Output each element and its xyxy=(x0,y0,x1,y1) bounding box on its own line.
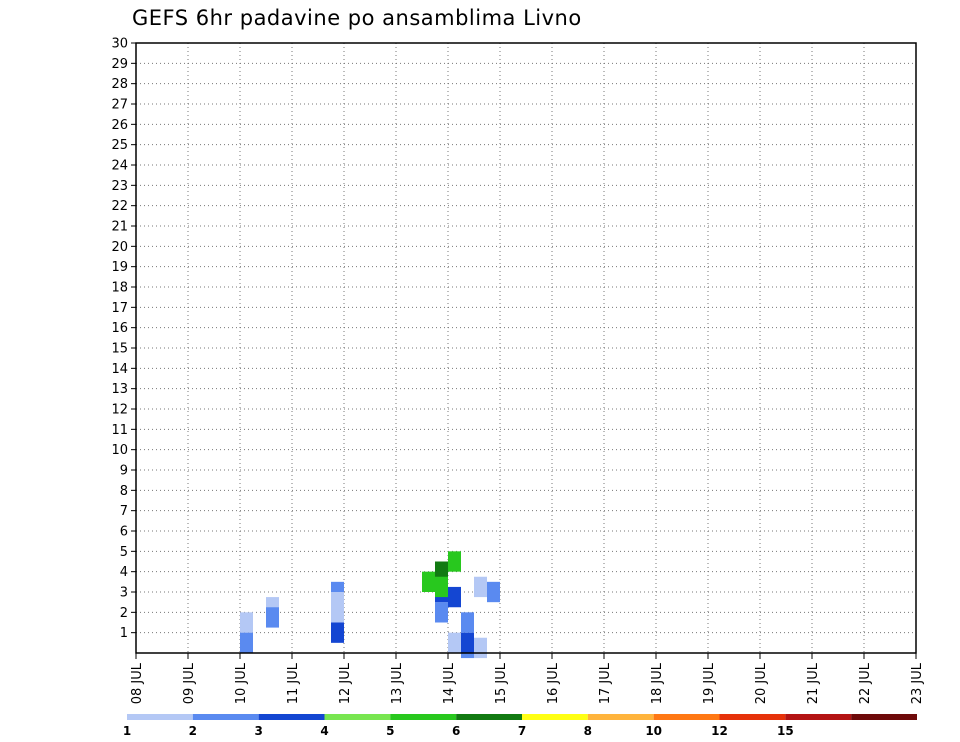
y-tick-label: 21 xyxy=(111,220,128,235)
y-tick-label: 6 xyxy=(120,525,128,540)
legend-label: 4 xyxy=(320,724,328,738)
legend-label: 1 xyxy=(123,724,131,738)
heatmap-cell xyxy=(461,632,474,653)
legend-swatch xyxy=(587,714,654,720)
legend-label: 2 xyxy=(189,724,197,738)
x-tick-label: 22 JUL xyxy=(858,662,873,704)
y-tick-label: 16 xyxy=(111,321,128,336)
legend-label: 12 xyxy=(711,724,728,738)
y-tick-label: 13 xyxy=(111,382,128,397)
legend-swatch xyxy=(522,714,588,720)
legend-label: 3 xyxy=(254,724,262,738)
y-tick-label: 14 xyxy=(111,362,128,377)
y-tick-label: 20 xyxy=(111,240,128,255)
y-tick-label: 22 xyxy=(111,199,128,214)
legend-label: 10 xyxy=(645,724,662,738)
chart-title: GEFS 6hr padavine po ansamblima Livno xyxy=(132,6,582,30)
x-tick-label: 15 JUL xyxy=(494,662,509,704)
x-tick-label: 17 JUL xyxy=(598,662,613,704)
y-tick-label: 19 xyxy=(111,260,128,275)
y-tick-label: 28 xyxy=(111,77,128,92)
x-tick-label: 12 JUL xyxy=(338,662,353,704)
heatmap-cell xyxy=(448,551,461,572)
heatmap-cell xyxy=(240,612,253,633)
heatmap-cell xyxy=(331,622,344,643)
legend-label: 7 xyxy=(518,724,526,738)
y-tick-label: 12 xyxy=(111,403,128,418)
heatmap-cell xyxy=(448,632,461,653)
legend-label: 6 xyxy=(452,724,460,738)
y-tick-label: 23 xyxy=(111,179,128,194)
y-tick-label: 7 xyxy=(120,504,128,519)
x-tick-label: 11 JUL xyxy=(286,662,301,704)
y-tick-label: 29 xyxy=(111,57,128,72)
y-tick-label: 3 xyxy=(120,586,128,601)
heatmap-cell xyxy=(448,586,461,608)
legend-swatch xyxy=(456,714,522,720)
y-tick-label: 10 xyxy=(111,443,128,458)
heatmap-cell xyxy=(474,576,487,598)
x-tick-label: 09 JUL xyxy=(182,662,197,704)
heatmap-cell xyxy=(422,571,435,592)
legend-swatch xyxy=(851,714,917,720)
x-tick-label: 08 JUL xyxy=(130,662,145,704)
x-tick-label: 13 JUL xyxy=(390,662,405,704)
legend-swatch xyxy=(390,714,457,720)
y-tick-label: 24 xyxy=(111,159,128,174)
legend-label: 8 xyxy=(584,724,592,738)
x-tick-label: 18 JUL xyxy=(650,662,665,704)
y-tick-label: 18 xyxy=(111,281,128,296)
y-tick-label: 2 xyxy=(120,606,128,621)
y-tick-label: 1 xyxy=(120,626,128,641)
legend-swatch xyxy=(719,714,786,720)
legend-swatch xyxy=(653,714,720,720)
legend-label: 5 xyxy=(386,724,394,738)
legend-swatch xyxy=(192,714,259,720)
y-tick-label: 11 xyxy=(111,423,128,438)
y-tick-label: 4 xyxy=(120,565,128,580)
y-tick-label: 27 xyxy=(111,98,128,113)
legend-swatch xyxy=(785,714,852,720)
x-tick-label: 21 JUL xyxy=(806,662,821,704)
y-tick-label: 26 xyxy=(111,118,128,133)
x-tick-label: 23 JUL xyxy=(910,662,925,704)
heatmap-cell xyxy=(435,576,448,598)
heatmap-cell xyxy=(487,581,500,603)
y-tick-label: 5 xyxy=(120,545,128,560)
x-tick-label: 20 JUL xyxy=(754,662,769,704)
legend-label: 15 xyxy=(777,724,794,738)
y-tick-label: 15 xyxy=(111,342,128,357)
heatmap-cell xyxy=(461,612,474,633)
x-tick-label: 14 JUL xyxy=(442,662,457,704)
legend-swatch xyxy=(324,714,391,720)
x-tick-label: 10 JUL xyxy=(234,662,249,704)
heatmap-cell xyxy=(331,592,344,613)
legend-swatch xyxy=(258,714,325,720)
y-tick-label: 8 xyxy=(120,484,128,499)
y-tick-label: 17 xyxy=(111,301,128,316)
legend-swatch xyxy=(127,714,193,720)
heatmap-cell xyxy=(266,607,279,628)
heatmap-cell xyxy=(435,602,448,623)
x-tick-label: 16 JUL xyxy=(546,662,561,704)
y-tick-label: 9 xyxy=(120,464,128,479)
heatmap-cell xyxy=(474,637,487,659)
x-tick-label: 19 JUL xyxy=(702,662,717,704)
y-tick-label: 25 xyxy=(111,138,128,153)
y-tick-label: 30 xyxy=(111,37,128,52)
heatmap-cell xyxy=(240,632,253,653)
